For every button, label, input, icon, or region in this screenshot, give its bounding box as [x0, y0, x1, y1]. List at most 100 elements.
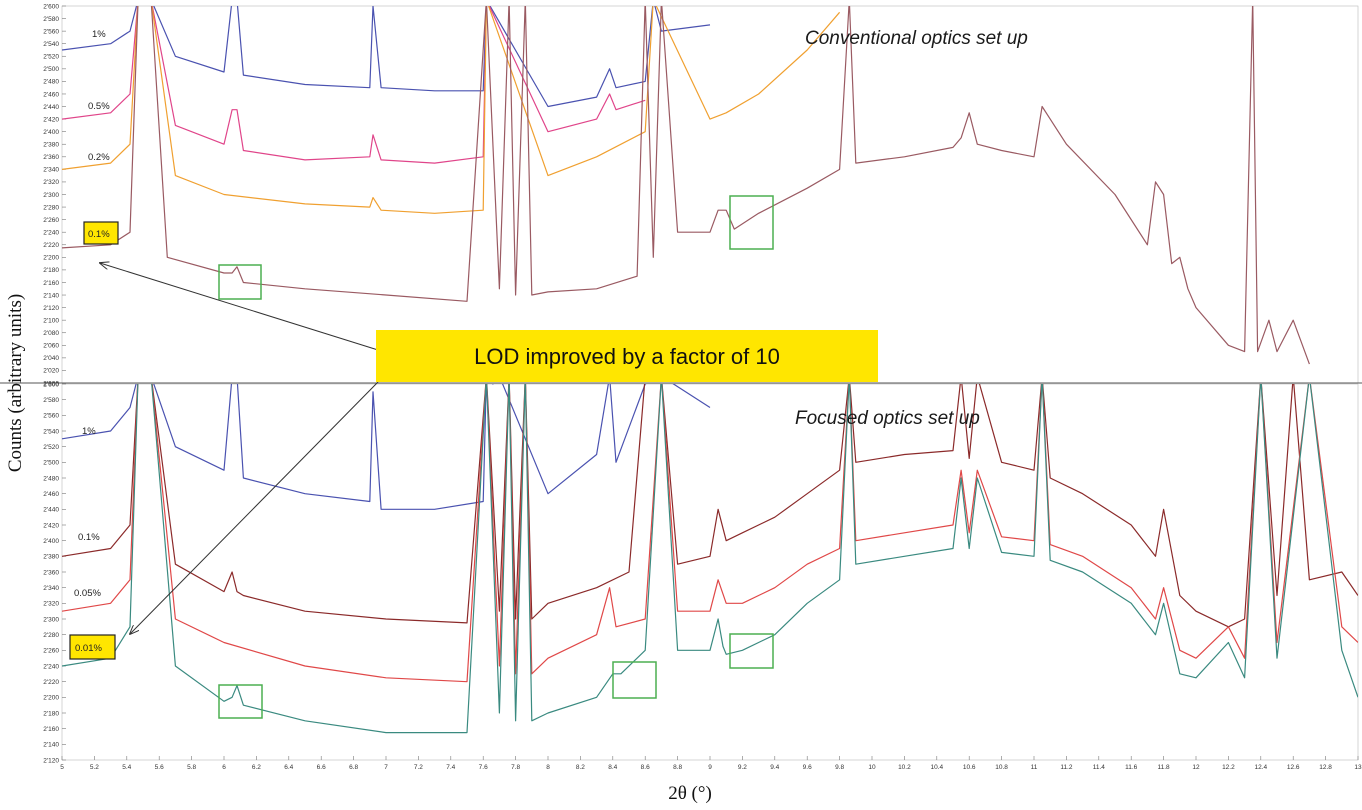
y-tick-label: 2'320	[43, 601, 59, 608]
x-tick-label: 9.4	[770, 764, 779, 771]
top-peak-box-1	[218, 264, 262, 300]
y-tick-label: 2'480	[43, 475, 59, 482]
y-tick-label: 2'280	[43, 204, 59, 211]
x-tick-label: 7.2	[414, 764, 423, 771]
x-tick-label: 11.4	[1093, 764, 1106, 771]
bottom-panel-title: Focused optics set up	[795, 408, 980, 429]
x-tick-label: 11	[1031, 764, 1038, 771]
y-tick-label: 2'580	[43, 16, 59, 23]
x-tick-label: 12	[1192, 764, 1200, 771]
y-axis-label: Counts (arbitrary units)	[5, 294, 26, 472]
bottom-series-group	[62, 384, 1358, 734]
y-tick-label: 2'460	[43, 91, 59, 98]
x-tick-label: 9	[708, 764, 712, 771]
x-tick-label: 5.8	[187, 764, 196, 771]
x-tick-label: 12.2	[1222, 764, 1235, 771]
y-tick-label: 2'540	[43, 41, 59, 48]
y-tick-label: 2'440	[43, 104, 59, 111]
y-tick-label: 2'080	[43, 330, 59, 337]
series-line-0-01pct	[62, 384, 1358, 734]
y-tick-label: 2'040	[43, 355, 59, 362]
y-tick-label: 2'200	[43, 255, 59, 262]
top-y-ticks: 2'000 2'020 2'040 2'060 2'080 2'100 2'120 2'140…	[43, 3, 66, 387]
y-tick-label: 2'240	[43, 663, 59, 670]
y-tick-label: 2'500	[43, 66, 59, 73]
x-tick-label: 8.6	[641, 764, 650, 771]
x-tick-label: 10	[868, 764, 876, 771]
bottom-peak-box-1	[218, 684, 263, 719]
x-tick-label: 7.8	[511, 764, 520, 771]
top-highlight-label: 0.1%	[88, 229, 110, 240]
y-tick-label: 2'220	[43, 679, 59, 686]
lod-callout-text: LOD improved by a factor of 10	[474, 344, 780, 369]
y-tick-label: 2'420	[43, 116, 59, 123]
y-tick-label: 2'380	[43, 554, 59, 561]
series-line-0-5pct	[62, 6, 646, 164]
series-label: 1%	[82, 426, 96, 437]
bottom-x-ticks: 5 5.2 5.4 5.6 5.8 6 6.2 6.4 6.6 6.8 7 7.2 7.4 7.6 7.8 8…	[60, 756, 1362, 771]
y-tick-label: 2'060	[43, 343, 59, 350]
y-tick-label: 2'600	[43, 3, 59, 10]
y-tick-label: 2'200	[43, 695, 59, 702]
lod-arrow-top	[100, 263, 379, 351]
x-tick-label: 5.2	[90, 764, 99, 771]
top-series-group	[62, 6, 1310, 365]
bottom-peak-box-2	[612, 661, 657, 699]
x-tick-label: 10.2	[898, 764, 911, 771]
y-tick-label: 2'480	[43, 79, 59, 86]
series-label: 0.5%	[88, 101, 110, 112]
y-tick-label: 2'520	[43, 444, 59, 451]
series-label: 0.2%	[88, 152, 110, 163]
bottom-y-ticks: 2'120 2'140 2'160 2'180 2'200 2'220 2'240 2'260…	[43, 381, 66, 764]
y-tick-label: 2'400	[43, 538, 59, 545]
y-tick-label: 2'400	[43, 129, 59, 136]
y-tick-label: 2'500	[43, 460, 59, 467]
x-tick-label: 11.2	[1060, 764, 1073, 771]
series-line-0-1pct	[62, 6, 1310, 365]
top-peak-box-2	[729, 195, 774, 250]
bottom-peak-box-3	[729, 633, 774, 669]
x-tick-label: 8	[546, 764, 550, 771]
x-tick-label: 12.8	[1319, 764, 1332, 771]
bottom-panel-frame	[61, 383, 1359, 761]
x-tick-label: 7	[384, 764, 388, 771]
y-tick-label: 2'280	[43, 632, 59, 639]
x-tick-label: 5	[60, 764, 64, 771]
y-tick-label: 2'340	[43, 167, 59, 174]
top-panel-title: Conventional optics set up	[805, 28, 1028, 49]
y-tick-label: 2'580	[43, 397, 59, 404]
y-tick-label: 2'100	[43, 317, 59, 324]
y-tick-label: 2'380	[43, 142, 59, 149]
x-tick-label: 6	[222, 764, 226, 771]
top-panel: 2'000 2'020 2'040 2'060 2'080 2'100 2'120 2'140…	[43, 3, 1359, 387]
y-tick-label: 2'560	[43, 413, 59, 420]
y-tick-label: 2'600	[43, 381, 59, 388]
series-label: 1%	[92, 29, 106, 40]
x-tick-label: 10.4	[930, 764, 943, 771]
series-line-0-2pct	[62, 6, 841, 214]
x-tick-label: 10.6	[963, 764, 976, 771]
x-tick-label: 11.6	[1125, 764, 1138, 771]
series-label: 0.05%	[74, 588, 101, 599]
y-tick-label: 2'360	[43, 569, 59, 576]
top-concentration-labels: 1% 0.5% 0.2%	[88, 29, 110, 163]
y-tick-label: 2'260	[43, 217, 59, 224]
x-tick-label: 6.2	[252, 764, 261, 771]
x-tick-label: 7.4	[446, 764, 455, 771]
bottom-highlight-badge: 0.01%	[69, 634, 116, 660]
x-tick-label: 7.6	[479, 764, 488, 771]
y-tick-label: 2'440	[43, 507, 59, 514]
x-tick-label: 12.4	[1254, 764, 1267, 771]
series-line-0-05pct	[62, 384, 1358, 683]
x-tick-label: 9.2	[738, 764, 747, 771]
series-line-1pct	[62, 6, 711, 108]
x-tick-label: 6.4	[284, 764, 293, 771]
y-tick-label: 2'540	[43, 428, 59, 435]
x-tick-label: 5.4	[122, 764, 131, 771]
y-tick-label: 2'180	[43, 267, 59, 274]
bottom-highlight-label: 0.01%	[75, 643, 102, 654]
series-line-1pct	[62, 384, 711, 510]
x-tick-label: 5.6	[155, 764, 164, 771]
x-axis-label: 2θ (°)	[668, 783, 712, 804]
